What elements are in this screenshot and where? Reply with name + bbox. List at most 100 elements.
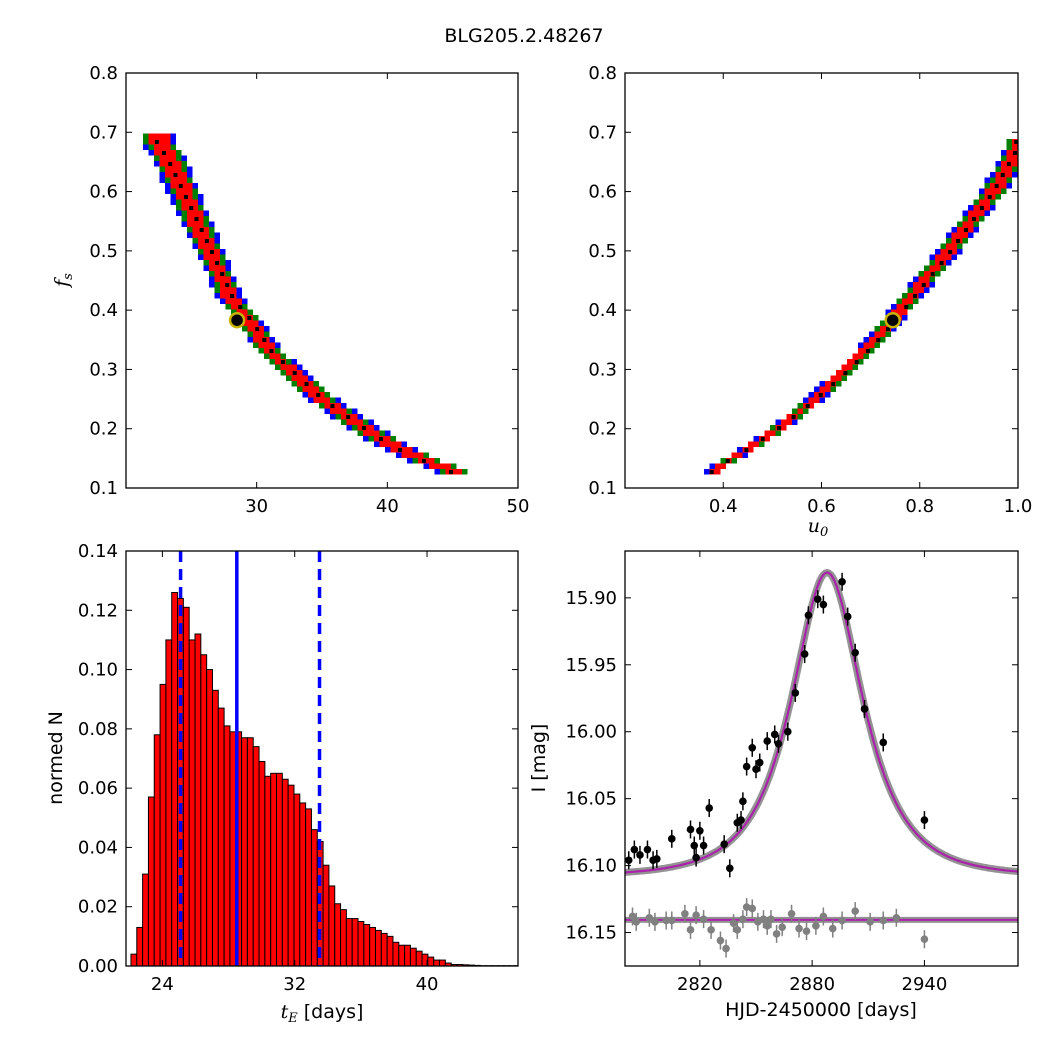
- histogram-bar: [380, 932, 388, 967]
- histogram-bar: [398, 944, 406, 967]
- inner-region-cell: [313, 397, 330, 403]
- sample-point: [346, 415, 351, 419]
- axes-frame: [125, 72, 519, 489]
- sample-point: [204, 239, 209, 243]
- sample-point: [1000, 173, 1005, 177]
- data-point: [800, 650, 809, 658]
- inner-region-cell: [764, 430, 776, 436]
- histogram-bar: [182, 606, 190, 967]
- y-axis-label: fs: [51, 273, 76, 289]
- inner-region-cell: [874, 331, 886, 337]
- sample-point: [939, 261, 944, 265]
- y-tick-label: 0.4: [588, 300, 617, 321]
- inner-region-cell: [209, 260, 220, 266]
- histogram-bar: [409, 947, 417, 967]
- residual-point: [802, 927, 811, 935]
- histogram-bar: [246, 737, 254, 967]
- residual-point: [651, 918, 659, 926]
- inner-region-cell: [308, 392, 325, 398]
- sample-point: [1014, 140, 1019, 144]
- histogram-bar: [159, 683, 167, 967]
- data-point: [726, 864, 734, 873]
- inner-region-cell: [225, 298, 242, 304]
- sample-point: [448, 470, 453, 474]
- inner-region-cell: [836, 370, 847, 376]
- residual-point: [667, 916, 676, 925]
- histogram-bar: [310, 829, 318, 967]
- inner-region-cell: [253, 331, 264, 337]
- inner-region-cell: [984, 188, 1001, 194]
- inner-region-cell: [220, 287, 237, 293]
- inner-region-cell: [913, 282, 930, 288]
- y-tick-label: 0.1: [588, 478, 617, 499]
- y-tick-label: 0.5: [588, 241, 617, 262]
- inner-region-cell: [748, 441, 759, 447]
- sample-point: [280, 360, 285, 364]
- histogram-bar: [177, 597, 184, 967]
- x-tick-label: 0.8: [905, 496, 934, 517]
- x-tick-label: 40: [416, 974, 439, 995]
- inner-region-cell: [951, 232, 968, 238]
- axes-frame: [624, 72, 1019, 489]
- inner-region-cell: [924, 271, 935, 277]
- histogram-bar: [392, 941, 400, 967]
- sample-point: [210, 250, 215, 254]
- sample-point: [238, 305, 243, 309]
- sample-point: [760, 437, 765, 441]
- histogram-bar: [427, 956, 435, 967]
- inner-region-cell: [170, 177, 187, 183]
- histogram-bar: [340, 909, 347, 967]
- sample-point: [987, 195, 992, 199]
- histogram-bar: [322, 864, 330, 967]
- histogram-bar: [211, 689, 219, 967]
- histogram-bar: [217, 707, 225, 967]
- y-tick-label: 0.3: [89, 359, 118, 380]
- x-tick-label: 2880: [789, 974, 835, 995]
- data-point: [699, 841, 708, 850]
- best-fit-marker: [884, 311, 901, 329]
- inner-region-cell: [148, 133, 171, 139]
- y-tick-label: 0.1: [89, 478, 118, 499]
- model-uncertainty-band: [625, 568, 1018, 876]
- inner-region-cell: [896, 304, 908, 310]
- residual-point: [787, 909, 796, 918]
- sample-point: [709, 470, 714, 474]
- y-tick-label: 0.6: [588, 182, 617, 203]
- sample-point: [791, 415, 796, 419]
- histogram-bar: [188, 639, 196, 967]
- y-axis-label: normed N: [45, 711, 67, 805]
- inner-region-cell: [913, 287, 924, 293]
- data-point: [813, 595, 822, 603]
- x-axis-label: HJD-2450000 [days]: [725, 999, 917, 1021]
- residual-point: [686, 926, 695, 934]
- sample-point: [818, 393, 823, 397]
- inner-region-cell: [979, 199, 990, 205]
- sample-point: [725, 459, 730, 463]
- histogram-bar: [299, 802, 307, 967]
- inner-region-cell: [220, 293, 237, 299]
- sample-point: [189, 206, 194, 210]
- sample-point: [876, 338, 881, 342]
- sample-point: [930, 272, 935, 276]
- inner-region-cell: [187, 210, 204, 216]
- inner-region-cell: [154, 144, 171, 150]
- residual-point: [729, 919, 738, 927]
- histogram-bar: [386, 935, 394, 967]
- sample-point: [398, 448, 403, 452]
- x-tick-label: 40: [376, 496, 399, 517]
- inner-region-cell: [148, 139, 171, 145]
- inner-region-cell: [1006, 150, 1018, 156]
- residual-point: [759, 915, 768, 923]
- inner-region-cell: [858, 348, 869, 354]
- data-point: [752, 765, 760, 774]
- model-curve: [625, 571, 1018, 874]
- histogram-bar: [229, 731, 237, 967]
- sample-point: [854, 360, 859, 364]
- inner-region-cell: [198, 243, 215, 249]
- data-point: [737, 816, 745, 824]
- inner-region-cell: [275, 359, 286, 365]
- y-tick-label: 0.2: [588, 419, 617, 440]
- inner-region-cell: [418, 458, 435, 464]
- x-tick-label: 2820: [677, 974, 723, 995]
- inner-region-cell: [209, 265, 226, 271]
